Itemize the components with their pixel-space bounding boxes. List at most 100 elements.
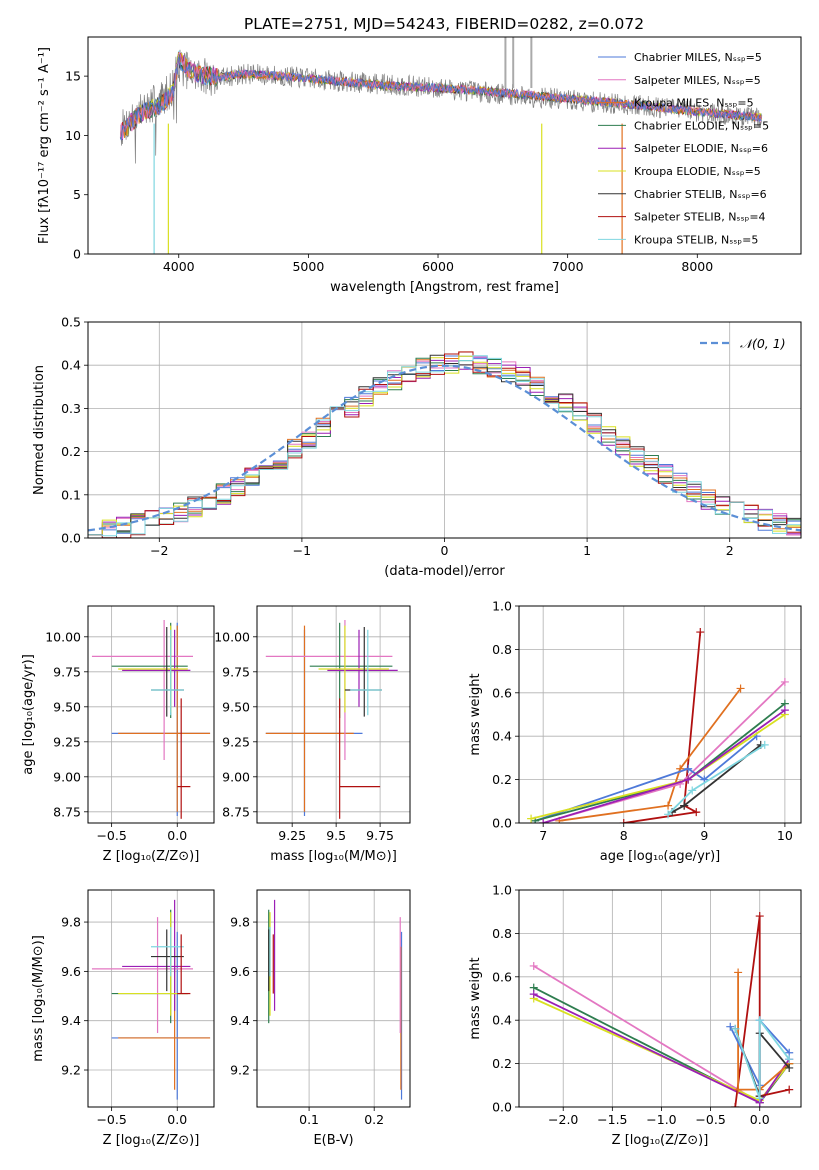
weight-marker (755, 1016, 764, 1025)
y-tick-label: 0.0 (61, 531, 81, 546)
weight-marker (734, 1085, 743, 1094)
x-axis-label: mass [log₁₀(M/M⊙)] (270, 849, 397, 864)
axes-frame (87, 889, 215, 1108)
y-axis-label: Normed distribution (32, 365, 47, 495)
panel-weight_vs_Z: −2.0 −1.5 −1.0 −0.5 0.0 0.0 0.2 0.4 0.6 0.8 1.0 Z [… (468, 883, 802, 1148)
y-axis-label: mass weight (468, 957, 483, 1039)
normal-reference-curve (88, 364, 801, 532)
y-tick-label: 10.00 (45, 629, 81, 644)
plot-area (527, 628, 789, 823)
y-tick-label: 1.0 (492, 883, 512, 898)
x-axis-label: age [log₁₀(age/yr)] (600, 849, 721, 864)
x-tick-label: −1 (293, 543, 311, 558)
y-tick-label: 8.75 (53, 804, 81, 819)
weight-line-chabrier-elodie (534, 702, 786, 822)
weight-marker (731, 1103, 740, 1107)
y-tick-label: 1.0 (492, 599, 512, 614)
x-tick-label: −1.5 (597, 1112, 627, 1127)
panel-age_vs_mass: 9.25 9.5 9.75 8.75 9.00 9.25 9.50 9.75 10.00 mass… (214, 605, 411, 864)
x-tick-label: 8 (620, 828, 628, 843)
residual-hist-salpeter-stelib (88, 351, 801, 538)
legend-label: Kroupa STELIB, Nₛₛₚ=5 (634, 233, 758, 246)
x-tick-label: 0 (441, 543, 449, 558)
y-tick-label: 9.00 (53, 769, 81, 784)
x-axis-label: wavelength [Angstrom, rest frame] (330, 280, 559, 295)
weight-line-salpeter-stelib (623, 631, 702, 823)
weight-marker (692, 808, 701, 817)
panel-weight_vs_age: 7 8 9 10 0.0 0.2 0.4 0.6 0.8 1.0 age [log₁₀(age/yr… (468, 599, 802, 864)
y-tick-label: 0.8 (492, 926, 512, 941)
y-tick-label: 9.75 (53, 664, 81, 679)
weight-line-salpeter-stelib (734, 915, 790, 1107)
y-tick-label: 0.0 (492, 816, 512, 831)
weight-marker (731, 1024, 740, 1033)
x-tick-label: 0.2 (364, 1112, 384, 1127)
weight-marker (684, 775, 693, 784)
weight-marker (780, 677, 789, 686)
x-tick-label: 0.0 (167, 1112, 187, 1127)
weight-marker (688, 786, 697, 795)
y-tick-label: 0.2 (492, 1056, 512, 1071)
weight-marker (755, 912, 764, 921)
y-tick-label: 8.75 (222, 804, 250, 819)
weight-marker (726, 1022, 735, 1031)
legend-label: Salpeter ELODIE, Nₛₛₚ=6 (634, 142, 768, 155)
weight-marker (760, 740, 769, 749)
weight-marker (539, 819, 548, 823)
y-tick-label: 0 (73, 247, 81, 262)
axes-frame (256, 889, 411, 1108)
x-axis-label: Z [log₁₀(Z/Z⊙)] (612, 1133, 709, 1148)
y-tick-label: 10.00 (214, 629, 250, 644)
x-axis-label: Z [log₁₀(Z/Z⊙)] (103, 1133, 200, 1148)
y-tick-label: 9.75 (222, 664, 250, 679)
x-tick-label: 9.75 (366, 828, 394, 843)
x-axis-label: E(B-V) (313, 1133, 353, 1148)
weight-marker (785, 1055, 794, 1064)
y-tick-label: 9.50 (53, 699, 81, 714)
x-tick-label: −0.5 (96, 828, 126, 843)
legend-label: Chabrier ELODIE, Nₛₛₚ=5 (634, 119, 769, 132)
plot-area (119, 37, 763, 254)
model-spectrum-chabrier-miles (119, 56, 762, 141)
y-axis-label: mass [log₁₀(M/M⊙)] (31, 935, 46, 1062)
x-tick-label: −2 (150, 543, 168, 558)
axes-frame (87, 36, 802, 255)
y-tick-label: 5 (73, 187, 81, 202)
weight-marker (529, 961, 538, 970)
legend-label: Kroupa MILES, Nₛₛₚ=5 (634, 97, 754, 110)
y-tick-label: 9.6 (61, 964, 81, 979)
y-axis-label: Flux [fλ10⁻¹⁷ erg cm⁻² s⁻¹ A⁻¹] (37, 47, 52, 244)
panel-mass_vs_ebv: 0.1 0.2 9.2 9.4 9.6 9.8 E(B-V) (230, 889, 411, 1148)
x-tick-label: 7000 (552, 259, 584, 274)
weight-marker (680, 801, 689, 810)
axes-frame (87, 321, 802, 539)
y-tick-label: 0.0 (492, 1100, 512, 1115)
y-tick-label: 9.4 (230, 1013, 250, 1028)
x-tick-label: 5000 (292, 259, 324, 274)
weight-marker (664, 810, 673, 819)
axes-frame (256, 605, 411, 824)
plot-area (268, 899, 403, 1100)
weight-marker (619, 819, 628, 823)
weight-marker (734, 968, 743, 977)
axes-frame (87, 605, 215, 824)
y-tick-label: 0.4 (492, 729, 512, 744)
y-tick-label: 0.1 (61, 487, 81, 502)
plot-area (529, 912, 794, 1107)
y-tick-label: 9.8 (230, 915, 250, 930)
legend-label: Salpeter MILES, Nₛₛₚ=5 (634, 74, 761, 87)
y-tick-label: 9.8 (61, 915, 81, 930)
panel-mass_vs_Z: −0.5 0.0 9.2 9.4 9.6 9.8 Z [log₁₀(Z/Z⊙)] mass [… (31, 889, 215, 1148)
weight-marker (696, 628, 705, 637)
x-tick-label: 7 (539, 828, 547, 843)
y-tick-label: 9.2 (61, 1063, 81, 1078)
x-tick-label: 9 (700, 828, 708, 843)
y-tick-label: 9.50 (222, 699, 250, 714)
residual-hist-kroupa-stelib (88, 355, 801, 537)
x-tick-label: 0.1 (299, 1112, 319, 1127)
axes-frame (518, 605, 802, 824)
x-tick-label: 0.0 (167, 828, 187, 843)
x-tick-label: 6000 (422, 259, 454, 274)
y-tick-label: 0.6 (492, 969, 512, 984)
